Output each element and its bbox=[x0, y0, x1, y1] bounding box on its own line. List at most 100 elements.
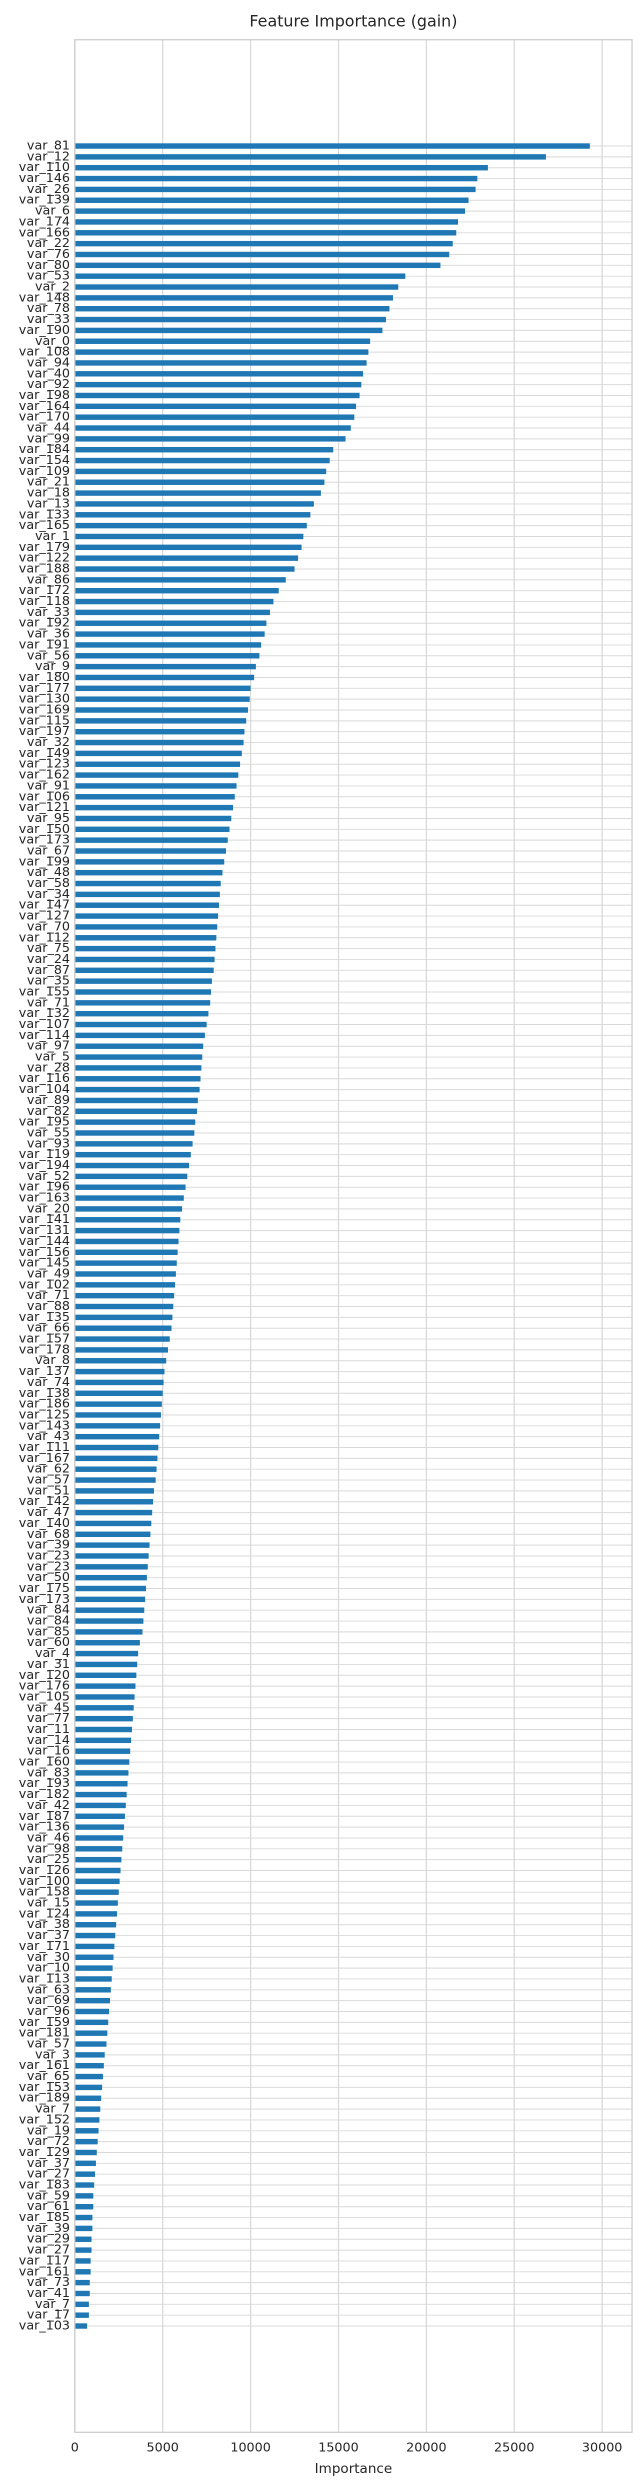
y-tick-label: var_86 bbox=[27, 571, 70, 586]
y-tick-label: var_147 bbox=[19, 897, 70, 912]
bar bbox=[74, 1683, 136, 1689]
y-tick-label: var_35 bbox=[27, 973, 70, 988]
bar bbox=[74, 869, 223, 876]
bar bbox=[74, 1824, 125, 1830]
bar bbox=[74, 2323, 88, 2329]
bar bbox=[74, 512, 311, 518]
y-tick-label: var_46 bbox=[27, 1829, 70, 1844]
y-tick-label: var_117 bbox=[19, 2252, 70, 2267]
bar bbox=[74, 696, 250, 702]
y-tick-label: var_94 bbox=[27, 354, 70, 369]
bar bbox=[74, 1987, 111, 1993]
y-tick-label: var_192 bbox=[19, 615, 70, 630]
bar bbox=[74, 1650, 139, 1657]
bar bbox=[74, 978, 212, 984]
bar bbox=[74, 1954, 114, 1960]
y-tick-label: var_84 bbox=[27, 1602, 70, 1617]
bar bbox=[74, 1976, 112, 1982]
bar bbox=[74, 2008, 110, 2015]
y-tick-label: var_82 bbox=[27, 1103, 70, 1118]
x-tick-label: 30000 bbox=[582, 2440, 622, 2455]
y-tick-label: var_120 bbox=[19, 1667, 70, 1682]
y-tick-label: var_188 bbox=[19, 561, 70, 576]
bar bbox=[74, 1390, 163, 1396]
bar bbox=[74, 555, 299, 561]
y-tick-label: var_136 bbox=[19, 1819, 70, 1834]
y-tick-label: var_42 bbox=[27, 1797, 70, 1812]
y-tick-label: var_44 bbox=[27, 420, 70, 435]
y-tick-label: var_97 bbox=[27, 1038, 70, 1053]
y-tick-label: var_33 bbox=[27, 311, 70, 326]
y-tick-label: var_197 bbox=[19, 723, 70, 738]
y-tick-label: var_15 bbox=[27, 1895, 70, 1910]
bar bbox=[74, 1629, 143, 1635]
bar bbox=[74, 804, 234, 811]
y-tick-label: var_36 bbox=[27, 626, 70, 641]
y-tick-label: var_103 bbox=[19, 2318, 70, 2333]
y-tick-label: var_126 bbox=[19, 1862, 70, 1877]
y-tick-label: var_3 bbox=[35, 2046, 70, 2061]
y-tick-label: var_80 bbox=[27, 257, 70, 272]
bar bbox=[74, 501, 314, 507]
bar bbox=[74, 1054, 203, 1060]
y-tick-label: var_139 bbox=[19, 192, 70, 207]
y-tick-label: var_68 bbox=[27, 1526, 70, 1541]
bar bbox=[74, 1922, 117, 1928]
y-tick-label: var_99 bbox=[27, 430, 70, 445]
y-tick-label: var_113 bbox=[19, 1970, 70, 1985]
y-tick-label: var_111 bbox=[19, 1439, 70, 1454]
bar bbox=[74, 685, 251, 692]
y-tick-label: var_52 bbox=[27, 1168, 70, 1183]
x-tick-label: 20000 bbox=[406, 2440, 446, 2455]
bar bbox=[74, 1217, 181, 1223]
x-axis-label: Importance bbox=[315, 2461, 393, 2477]
y-tick-label: var_173 bbox=[19, 1591, 70, 1606]
bar bbox=[74, 1965, 113, 1971]
x-tick-label: 5000 bbox=[147, 2440, 179, 2455]
y-tick-label: var_137 bbox=[19, 1363, 70, 1378]
bar bbox=[74, 913, 219, 919]
bar bbox=[74, 230, 457, 236]
y-tick-label: var_166 bbox=[19, 224, 70, 239]
bar bbox=[74, 284, 399, 290]
bar bbox=[74, 815, 232, 822]
y-tick-label: var_183 bbox=[19, 2177, 70, 2192]
y-tick-label: var_51 bbox=[27, 1482, 70, 1497]
bar bbox=[74, 1108, 197, 1115]
bar bbox=[74, 1097, 198, 1104]
bar bbox=[74, 739, 244, 746]
y-tick-label: var_83 bbox=[27, 1764, 70, 1779]
bar bbox=[74, 1802, 126, 1809]
y-tick-label: var_13 bbox=[27, 495, 70, 510]
y-tick-label: var_73 bbox=[27, 2274, 70, 2289]
bar bbox=[74, 1726, 132, 1733]
bar bbox=[74, 1694, 135, 1700]
bar bbox=[74, 718, 247, 724]
bar bbox=[74, 761, 241, 767]
bar bbox=[74, 1531, 151, 1537]
bar bbox=[74, 2193, 94, 2199]
y-tick-label: var_31 bbox=[27, 1656, 70, 1671]
y-tick-label: var_193 bbox=[19, 1775, 70, 1790]
y-tick-label: var_12 bbox=[27, 148, 70, 163]
y-tick-label: var_165 bbox=[19, 517, 70, 532]
bar bbox=[74, 240, 453, 247]
y-tick-label: var_167 bbox=[19, 1450, 70, 1465]
bar bbox=[74, 653, 260, 659]
y-tick-label: var_77 bbox=[27, 1710, 70, 1725]
y-tick-label: var_27 bbox=[27, 2242, 70, 2257]
y-tick-label: var_180 bbox=[19, 669, 70, 684]
bar bbox=[74, 2269, 91, 2275]
y-tick-label: var_18 bbox=[27, 485, 70, 500]
y-tick-label: var_184 bbox=[19, 441, 70, 456]
bar bbox=[74, 1997, 110, 2004]
bar bbox=[74, 2312, 89, 2318]
y-tick-label: var_16 bbox=[27, 1743, 70, 1758]
y-tick-label: var_141 bbox=[19, 1211, 70, 1226]
bar bbox=[74, 544, 302, 551]
y-tick-label: var_89 bbox=[27, 1092, 70, 1107]
y-tick-label: var_146 bbox=[19, 170, 70, 185]
y-tick-label: var_121 bbox=[19, 799, 70, 814]
y-tick-label: var_72 bbox=[27, 2133, 70, 2148]
y-tick-label: var_21 bbox=[27, 474, 70, 489]
